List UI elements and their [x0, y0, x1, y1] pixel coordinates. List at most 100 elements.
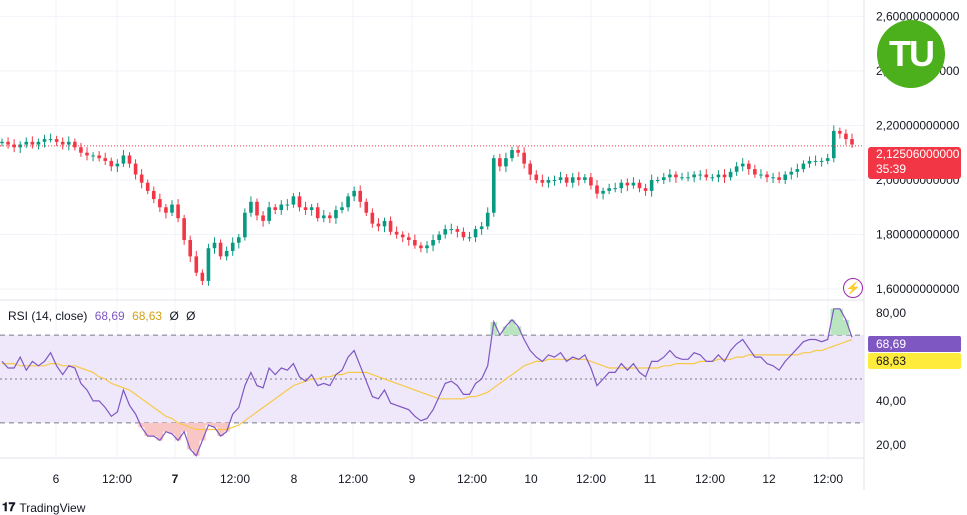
candle-body	[753, 169, 757, 175]
candle-body	[127, 155, 132, 164]
candle-body	[176, 204, 180, 219]
candle-body	[48, 139, 53, 141]
candle-body	[291, 196, 296, 205]
candle-body	[236, 237, 241, 243]
candle-body	[789, 171, 794, 175]
candle-body	[504, 158, 508, 167]
tradingview-brand[interactable]: 𝟏𝟕 TradingView	[2, 500, 85, 515]
candle-body	[406, 237, 411, 240]
x-tick-label: 12:00	[338, 472, 368, 486]
candle-body	[522, 152, 526, 164]
candle-body	[558, 177, 563, 180]
candle-body	[546, 180, 551, 183]
candle-body	[321, 215, 326, 219]
candle-body	[109, 160, 114, 167]
candle-body	[631, 182, 636, 186]
candle-body	[382, 220, 387, 227]
candle-body	[164, 207, 168, 213]
candle-body	[42, 139, 47, 142]
candle-body	[328, 215, 332, 219]
candle-body	[36, 141, 41, 145]
candle-body	[218, 242, 223, 257]
candle-body	[24, 141, 29, 145]
x-tick-label: 12:00	[813, 472, 843, 486]
candle-body	[461, 231, 466, 238]
candle-body	[334, 210, 338, 219]
candle-body	[443, 229, 448, 235]
candle-body	[473, 229, 478, 238]
candle-body	[722, 174, 727, 178]
candle-body	[595, 185, 599, 194]
candle-body	[376, 223, 381, 227]
candle-body	[30, 141, 35, 145]
candle-body	[607, 188, 611, 191]
candle-body	[85, 152, 89, 156]
candle-body	[698, 174, 703, 176]
x-tick-label: 7	[172, 472, 179, 486]
price-y-tick-label: 1,80000000000	[876, 228, 960, 242]
candle-body	[340, 207, 344, 210]
lightning-bolt-icon[interactable]: ⚡	[843, 278, 863, 298]
rsi-legend[interactable]: RSI (14, close) 68,69 68,63 Ø Ø	[8, 309, 199, 323]
candle-body	[552, 180, 557, 181]
rsi-legend-value: 68,69	[94, 309, 125, 323]
rsi-legend-name: RSI (14, close)	[8, 309, 88, 323]
candle-body	[400, 234, 405, 238]
candle-body	[831, 130, 836, 159]
candle-body	[200, 272, 205, 281]
candle-body	[18, 144, 23, 148]
candle-body	[79, 147, 83, 153]
candle-body	[625, 182, 630, 186]
candle-body	[145, 182, 150, 191]
candle-body	[358, 190, 363, 202]
candle-body	[243, 212, 247, 238]
candle-body	[315, 207, 320, 219]
candle-body	[728, 171, 733, 178]
candle-body	[158, 199, 162, 208]
countdown-timer: 35:39	[876, 162, 907, 176]
candle-body	[479, 226, 484, 230]
x-tick-label: 12:00	[102, 472, 132, 486]
candle-body	[230, 242, 235, 251]
candle-body	[570, 177, 575, 183]
candle-body	[437, 234, 441, 240]
x-tick-label: 12:00	[457, 472, 487, 486]
candle-body	[91, 155, 95, 157]
candle-body	[674, 174, 678, 178]
candle-body	[6, 141, 10, 145]
candle-body	[431, 240, 435, 246]
candle-body	[273, 207, 278, 210]
x-tick-label: 12:00	[220, 472, 250, 486]
candle-body	[121, 155, 126, 164]
candle-body	[710, 177, 715, 179]
candle-body	[224, 250, 229, 257]
rsi-legend-extra2: Ø	[186, 309, 196, 323]
candle-body	[716, 174, 721, 178]
candle-body	[807, 160, 812, 164]
x-tick-label: 12:00	[695, 472, 725, 486]
last-price-value: 2,12506000000	[876, 147, 960, 161]
candle-body	[613, 188, 618, 190]
candle-body	[255, 201, 259, 216]
candle-body	[516, 150, 520, 153]
candle-body	[540, 180, 545, 183]
rsi-line	[1, 308, 853, 457]
candle-body	[643, 188, 648, 191]
candle-body	[212, 242, 217, 249]
candle-body	[188, 240, 193, 257]
rsi-y-tick-label: 80,00	[876, 306, 906, 320]
candle-body	[455, 229, 460, 232]
candle-body	[838, 130, 842, 134]
candle-body	[413, 240, 417, 246]
x-tick-label: 8	[291, 472, 298, 486]
candle-body	[249, 201, 253, 213]
candle-body	[73, 141, 77, 148]
candle-body	[844, 133, 848, 140]
candle-body	[60, 141, 65, 145]
candle-body	[813, 160, 818, 162]
rsi-value-badge: 68,69	[868, 336, 961, 352]
candle-body	[576, 177, 581, 180]
candle-body	[740, 163, 745, 167]
candle-body	[364, 201, 369, 213]
